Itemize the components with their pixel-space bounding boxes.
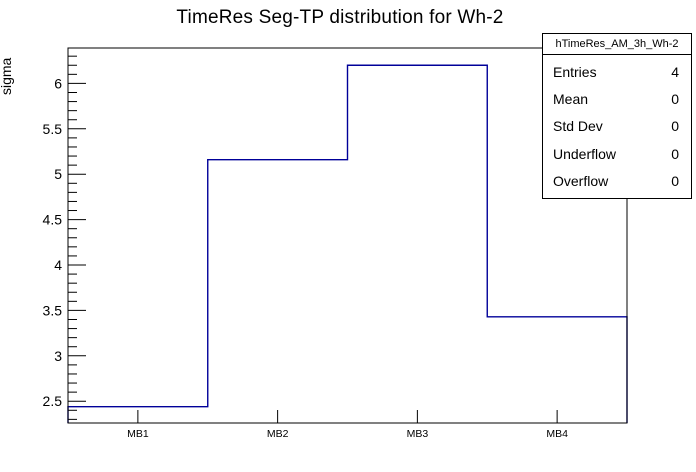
x-tick-label: MB2 (267, 428, 289, 440)
y-tick-label: 4 (54, 257, 62, 273)
stat-label: Entries (553, 63, 597, 80)
y-tick-label: 5 (54, 166, 62, 182)
stats-row: Underflow 0 (543, 147, 691, 161)
y-tick-label: 3 (54, 348, 62, 364)
stat-value: 0 (671, 91, 679, 108)
stat-value: 0 (671, 173, 679, 190)
y-tick-label: 4.5 (43, 212, 63, 228)
y-tick-label: 6 (54, 75, 62, 91)
plot-frame (67, 47, 628, 424)
x-tick-label: MB4 (546, 428, 568, 440)
y-tick-label: 2.5 (43, 393, 63, 409)
stat-label: Std Dev (553, 118, 603, 135)
x-tick-label: MB1 (127, 428, 149, 440)
stats-row: Std Dev 0 (543, 119, 691, 133)
y-tick-label: 3.5 (43, 302, 63, 318)
stat-value: 4 (671, 63, 679, 80)
stats-box-title: hTimeRes_AM_3h_Wh-2 (542, 33, 692, 55)
stats-box: hTimeRes_AM_3h_Wh-2 Entries 4 Mean 0 Std… (542, 33, 692, 199)
stats-row: Entries 4 (543, 65, 691, 79)
stat-label: Overflow (553, 173, 609, 190)
x-tick-label: MB3 (407, 428, 429, 440)
stats-row: Mean 0 (543, 92, 691, 106)
histogram-step-line (67, 64, 628, 423)
stat-value: 0 (671, 145, 679, 162)
stats-row: Overflow 0 (543, 174, 691, 188)
stat-value: 0 (671, 118, 679, 135)
stat-label: Underflow (553, 145, 617, 162)
chart-title: TimeRes Seg-TP distribution for Wh-2 (176, 7, 504, 28)
stat-label: Mean (553, 91, 589, 108)
y-tick-label: 5.5 (43, 121, 63, 137)
stats-box-body: Entries 4 Mean 0 Std Dev 0 Underflow 0 O… (542, 55, 692, 199)
